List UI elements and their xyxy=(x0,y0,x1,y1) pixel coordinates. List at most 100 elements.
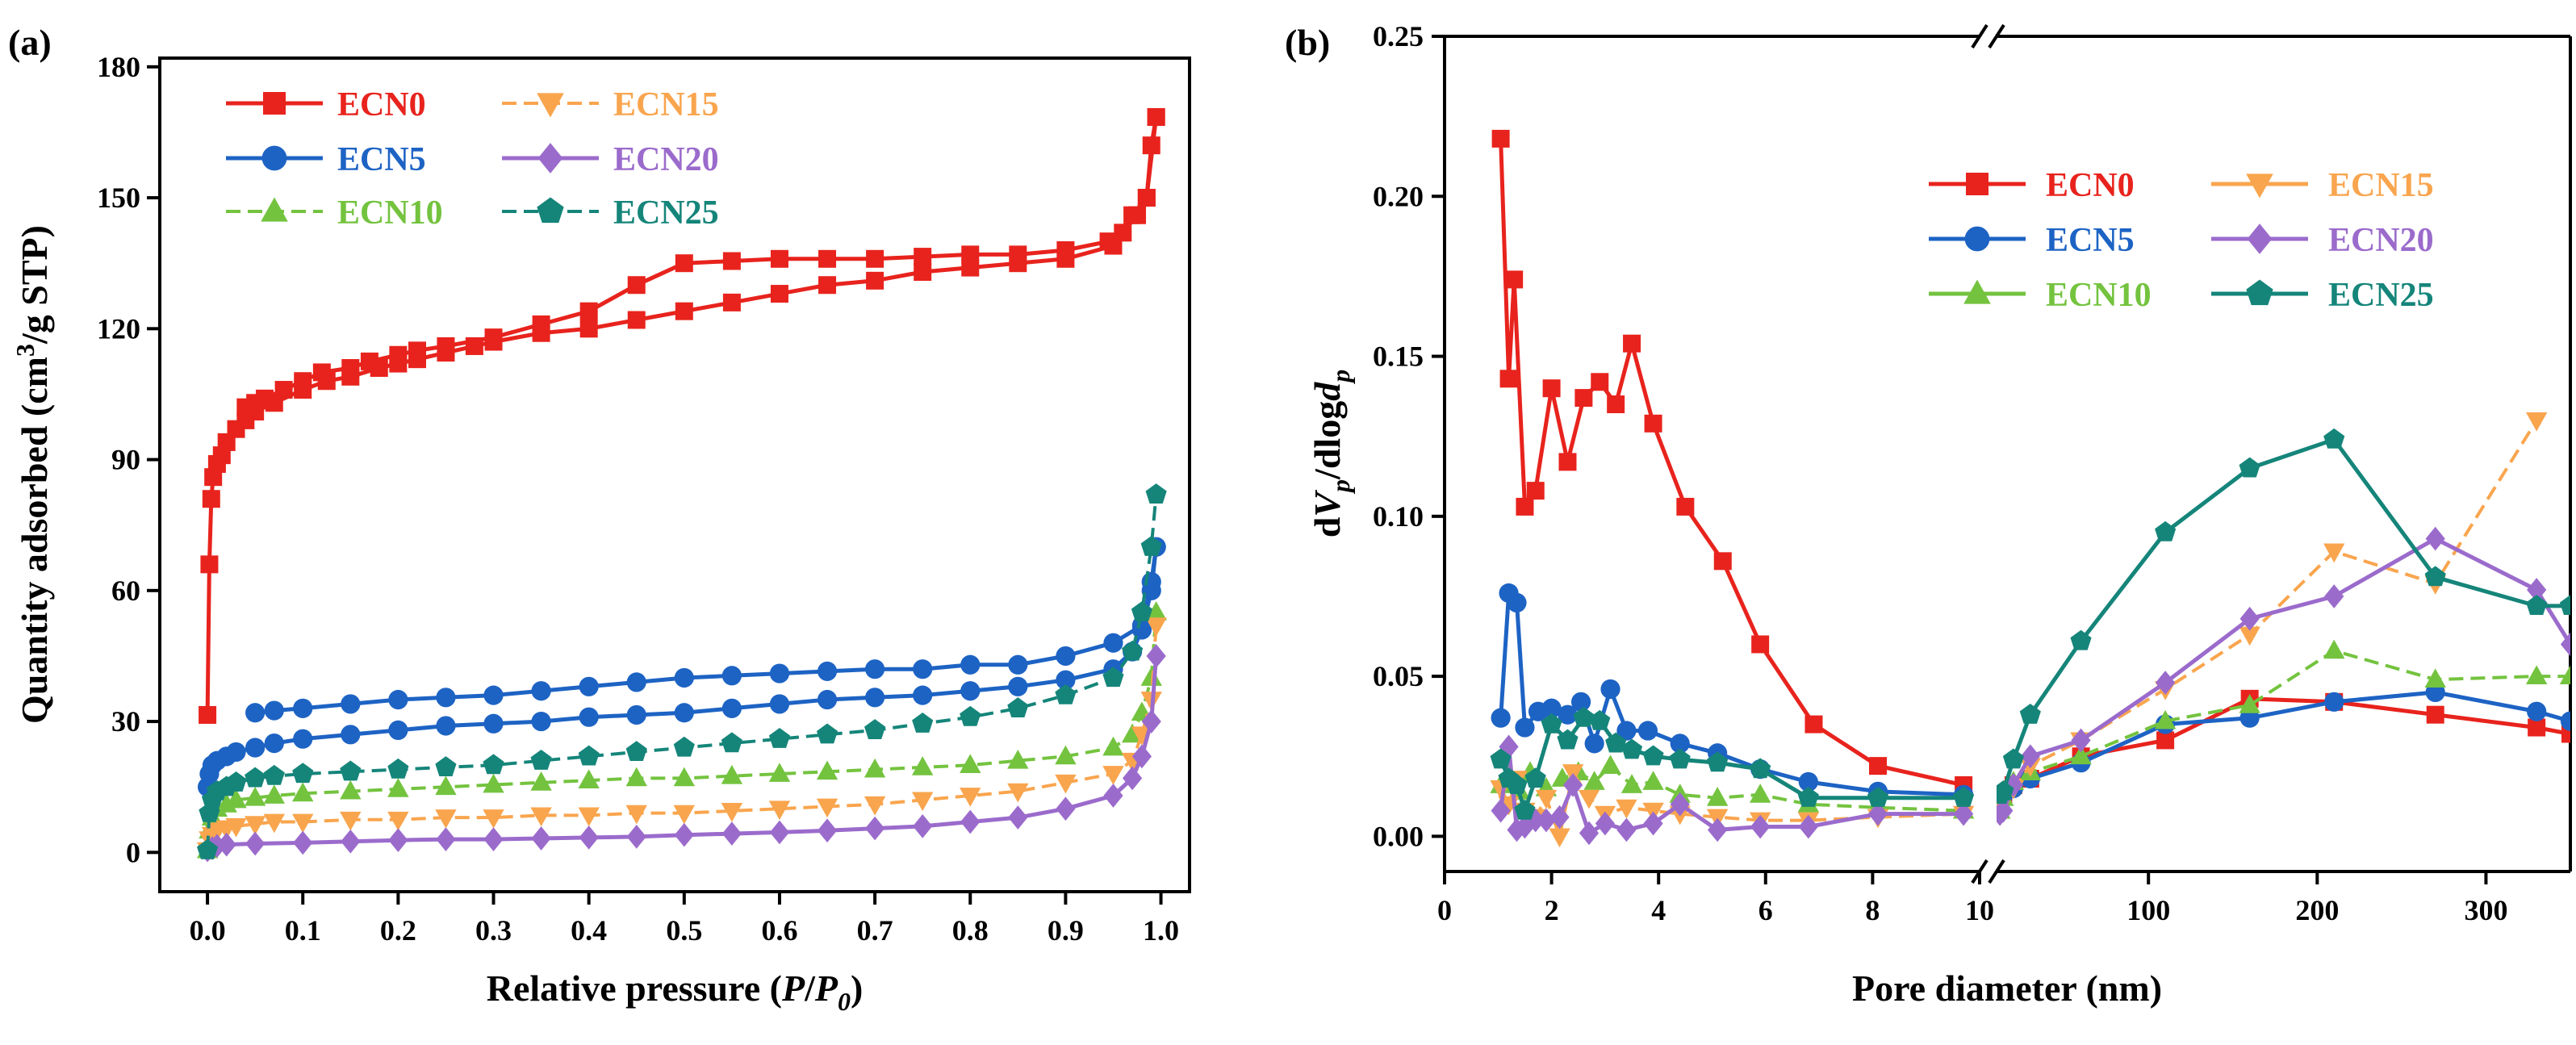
panel-b-point-ECN15 xyxy=(1616,799,1637,819)
panel-b-point-ECN25 xyxy=(2323,428,2345,449)
panel-a-point-ECN25 xyxy=(768,727,791,748)
panel-a-point-ECN25 xyxy=(816,723,838,744)
panel-a-y-tick-label: 120 xyxy=(97,312,140,345)
panel-a-point-ECN10 xyxy=(673,767,696,787)
panel-a-point-ECN25 xyxy=(864,719,886,740)
panel-b-point-ECN20 xyxy=(2239,606,2260,631)
panel-b-point-ECN20 xyxy=(2156,671,2176,695)
panel-a-x-axis-title: Relative pressure (P/P0) xyxy=(487,968,864,1016)
panel-b-point-ECN20 xyxy=(2071,728,2091,753)
panel-a-point-ECN5 xyxy=(388,720,408,740)
panel-b-point-ECN0 xyxy=(2561,725,2570,743)
panel-a-point-ECN25 xyxy=(435,756,457,776)
panel-a-point-ECN10 xyxy=(911,756,934,775)
panel-b-legend-marker xyxy=(2246,279,2273,306)
panel-b-point-ECN25 xyxy=(1541,713,1562,734)
panel-a-point-ECN5-desorption xyxy=(769,663,790,683)
panel-a-point-ECN5 xyxy=(674,703,694,723)
panel-b-point-ECN0 xyxy=(1516,497,1534,516)
panel-a-label: (a) xyxy=(8,22,52,63)
panel-a-point-ECN10 xyxy=(1145,601,1167,621)
panel-b-point-ECN5 xyxy=(1515,717,1535,738)
panel-a-point-ECN5-desorption xyxy=(1008,654,1028,675)
panel-b-point-ECN25 xyxy=(1557,729,1579,750)
panel-b-point-ECN10 xyxy=(2070,745,2092,765)
panel-b-point-ECN15 xyxy=(2525,412,2548,432)
panel-a-point-ECN0-desorption xyxy=(408,341,426,360)
panel-a-point-ECN0 xyxy=(818,276,837,295)
panel-a-y-tick-label: 0 xyxy=(126,836,140,868)
panel-a-point-ECN0 xyxy=(914,263,932,282)
panel-a-point-ECN5-desorption xyxy=(674,667,694,688)
panel-b-legend-marker xyxy=(2247,224,2273,254)
panel-a-point-ECN25 xyxy=(1122,640,1144,661)
panel-b-x-tick-label: 300 xyxy=(2464,894,2507,926)
panel-a-point-ECN0-desorption xyxy=(579,302,598,320)
panel-b-point-ECN0 xyxy=(1491,129,1510,148)
panel-a-y-tick-label: 150 xyxy=(97,182,140,214)
panel-a-point-ECN5 xyxy=(769,694,790,714)
panel-b-legend-label: ECN0 xyxy=(2046,167,2135,204)
panel-b-point-ECN25 xyxy=(2424,566,2446,587)
panel-b-segment-ECN0 xyxy=(1491,129,1973,794)
panel-a-point-ECN15 xyxy=(1145,617,1167,637)
panel-b-point-ECN5 xyxy=(1798,771,1818,792)
panel-a-point-ECN5 xyxy=(531,711,551,732)
panel-b-point-ECN15 xyxy=(1549,828,1570,848)
panel-a-point-ECN15 xyxy=(625,805,647,825)
panel-a-point-ECN0-desorption xyxy=(1056,240,1075,259)
panel-a-point-ECN0 xyxy=(202,490,220,508)
panel-b-point-ECN25 xyxy=(1707,751,1729,772)
panel-a-point-ECN10 xyxy=(960,754,981,774)
panel-b-point-ECN20 xyxy=(2425,526,2445,551)
panel-b-legend-entry-ECN10: ECN10 xyxy=(1929,277,2152,314)
panel-a-point-ECN25 xyxy=(1102,667,1124,688)
panel-b-point-ECN20 xyxy=(1798,814,1818,839)
panel-a-point-ECN20 xyxy=(1131,744,1152,769)
panel-b-point-ECN0 xyxy=(1751,635,1770,654)
panel-b-point-ECN0 xyxy=(1804,715,1823,734)
panel-a-point-ECN0-desorption xyxy=(1142,136,1160,155)
panel-a-x-tick-label: 0.9 xyxy=(1048,914,1084,947)
panel-b-line-ECN10 xyxy=(1998,649,2570,812)
panel-b-point-ECN5 xyxy=(1637,721,1658,741)
panel-b-point-ECN10 xyxy=(1620,774,1643,793)
panel-b-point-ECN0 xyxy=(1607,395,1625,414)
panel-b-point-ECN10 xyxy=(1583,771,1605,790)
panel-a-point-ECN0 xyxy=(770,285,788,303)
panel-a-point-ECN10 xyxy=(292,782,314,802)
panel-b-point-ECN0 xyxy=(1505,270,1524,289)
panel-a-point-ECN25 xyxy=(245,767,266,788)
panel-a-point-ECN5-desorption xyxy=(1103,633,1123,653)
panel-b-point-ECN25 xyxy=(1867,787,1889,807)
panel-b-series xyxy=(1490,129,2570,848)
panel-a-point-ECN0-desorption xyxy=(236,398,255,416)
panel-a-legend-entry-ECN20: ECN20 xyxy=(502,141,719,178)
panel-a-point-ECN0-desorption xyxy=(1099,232,1118,251)
panel-b-point-ECN25 xyxy=(2559,595,2570,615)
panel-a-point-ECN10 xyxy=(1007,749,1029,769)
panel-b-y-axis-title: dVp/dlogdp xyxy=(1307,370,1355,537)
panel-a-point-ECN15 xyxy=(1102,766,1124,785)
panel-a-point-ECN0-desorption xyxy=(360,352,378,370)
panel-b-point-ECN5 xyxy=(1584,734,1604,754)
panel-a-point-ECN5 xyxy=(960,681,981,701)
panel-b-point-ECN10 xyxy=(2559,665,2570,685)
panel-a-point-ECN5-desorption xyxy=(721,666,742,686)
panel-b-point-ECN25 xyxy=(1490,748,1512,769)
panel-a-x-ticks: 0.0 0.1 0.2 0.3 0.4 0.5 0.6 0.7 0.8 0.9 1.0 xyxy=(190,892,1179,947)
panel-a-point-ECN5-desorption xyxy=(626,672,646,692)
panel-b-legend-marker xyxy=(1963,279,1991,304)
panel-b-x-tick-label: 10 xyxy=(1965,894,1994,926)
panel-a-legend-entry-ECN5: ECN5 xyxy=(226,141,426,178)
panel-a-point-ECN15 xyxy=(864,796,886,816)
panel-a-point-ECN25 xyxy=(1131,601,1153,621)
panel-a-xlabel-part-1: P xyxy=(781,968,805,1009)
panel-b-point-ECN20 xyxy=(1867,801,1888,826)
panel-a-point-ECN5-desorption xyxy=(1056,646,1076,667)
panel-a-series-ECN0-desorption xyxy=(236,108,1165,416)
panel-a-point-ECN10 xyxy=(1102,736,1124,756)
panel-a-point-ECN10 xyxy=(530,771,552,791)
panel-a-point-ECN20 xyxy=(1146,644,1166,668)
panel-a-line-ECN15 xyxy=(206,625,1158,851)
